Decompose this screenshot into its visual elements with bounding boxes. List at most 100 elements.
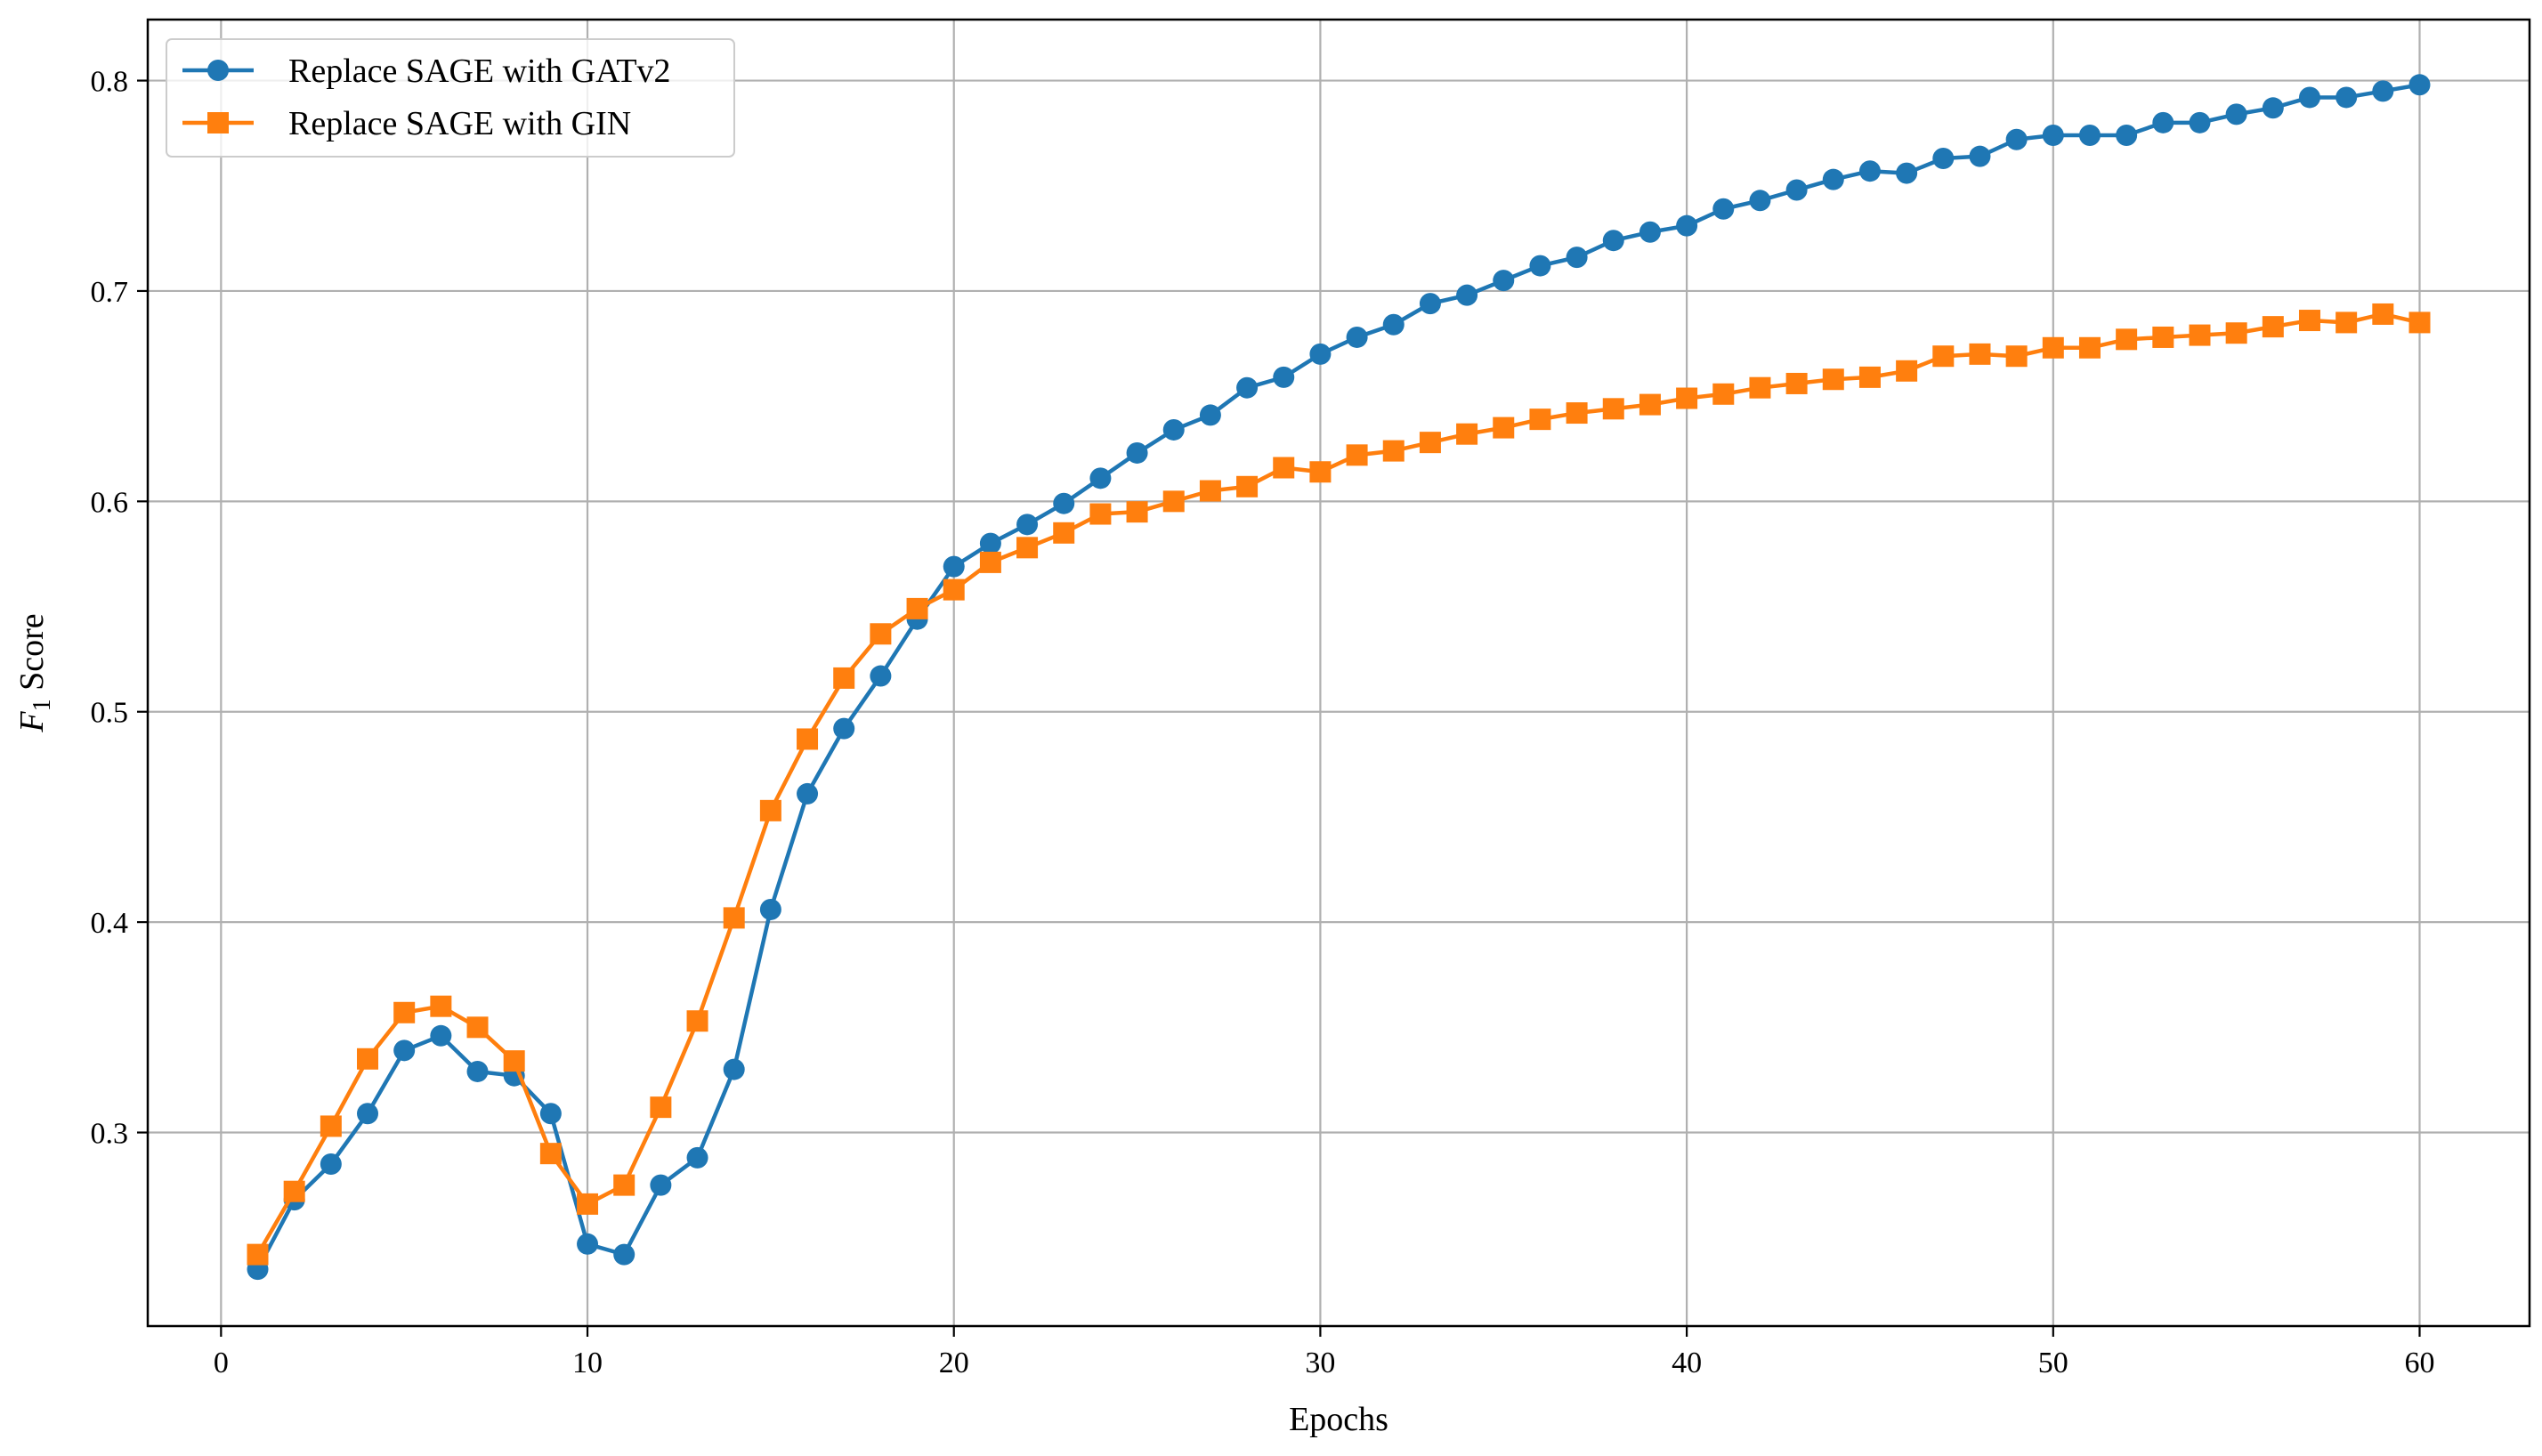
data-point <box>357 1103 379 1125</box>
data-point <box>1419 293 1441 315</box>
data-point <box>1749 376 1771 399</box>
legend-entry-gin: Replace SAGE with GIN <box>182 105 631 142</box>
data-point <box>1236 475 1259 497</box>
data-point <box>2152 326 2174 348</box>
legend-label-gin: Replace SAGE with GIN <box>288 105 631 142</box>
data-point <box>1676 214 1698 237</box>
data-point <box>2262 316 2284 338</box>
data-point <box>539 1103 562 1125</box>
x-tick-label: 0 <box>214 1347 229 1379</box>
data-point <box>1016 537 1039 559</box>
y-tick-label: 0.7 <box>91 276 129 309</box>
data-point <box>797 728 819 750</box>
data-point <box>2042 125 2064 147</box>
data-point <box>1053 522 1075 544</box>
legend-box <box>166 38 735 158</box>
series-line <box>255 311 2420 1256</box>
data-point <box>1602 230 1624 252</box>
data-point <box>759 898 781 920</box>
data-point <box>1419 432 1441 454</box>
data-point <box>2116 328 2138 351</box>
grid-lines <box>148 20 2530 1326</box>
data-point <box>613 1243 636 1266</box>
data-point <box>2372 80 2394 102</box>
data-point <box>1566 247 1588 269</box>
data-point <box>1089 503 1112 525</box>
data-point <box>2372 303 2394 325</box>
data-point <box>577 1233 599 1255</box>
data-point <box>943 555 965 578</box>
data-point <box>1273 457 1295 479</box>
data-point <box>430 995 452 1017</box>
data-point <box>1932 148 1955 170</box>
data-point <box>613 1174 636 1196</box>
data-point <box>320 1115 342 1137</box>
data-point <box>2298 86 2320 109</box>
data-point <box>2078 336 2101 359</box>
data-point <box>833 717 855 740</box>
data-point <box>1273 366 1295 388</box>
data-point <box>393 1001 416 1023</box>
y-tick-label: 0.3 <box>91 1118 129 1151</box>
data-point <box>2408 74 2431 96</box>
x-axis-label: Epochs <box>1289 1401 1388 1438</box>
y-axis-label-suffix: Score <box>13 613 51 699</box>
data-point <box>1969 145 1991 167</box>
series-line <box>255 83 2420 1271</box>
data-point <box>1309 461 1332 483</box>
data-point <box>1493 270 1515 292</box>
data-point <box>1382 440 1405 462</box>
axis-ticks: 0 10 20 30 40 50 60 0.3 0.4 0.5 0.6 0.7 0.8 <box>91 66 2435 1379</box>
data-point <box>1529 408 1551 431</box>
data-point <box>1858 366 1881 388</box>
data-point <box>650 1174 672 1196</box>
data-point <box>650 1096 672 1119</box>
data-point <box>393 1039 416 1062</box>
data-point <box>1089 467 1112 489</box>
x-tick-label: 30 <box>1305 1347 1335 1379</box>
x-tick-label: 10 <box>572 1347 603 1379</box>
x-tick-label: 40 <box>1672 1347 1702 1379</box>
data-point <box>2336 311 2358 334</box>
data-point <box>466 1060 489 1082</box>
y-tick-label: 0.6 <box>91 486 129 519</box>
data-point <box>943 578 965 601</box>
legend-marker-gin <box>207 112 229 133</box>
data-point <box>1493 417 1515 439</box>
y-axis-label-subscript: 1 <box>28 699 56 711</box>
data-point <box>320 1153 342 1175</box>
data-point <box>2005 128 2028 150</box>
data-point <box>430 1024 452 1047</box>
plot-frame <box>146 18 2531 1328</box>
data-point <box>1346 444 1368 466</box>
y-tick-label: 0.5 <box>91 697 129 730</box>
data-point <box>1749 190 1771 212</box>
data-point <box>1639 221 1661 243</box>
data-point <box>577 1193 599 1215</box>
data-point <box>1822 168 1844 190</box>
legend: Replace SAGE with GATv2 Replace SAGE wit… <box>166 38 735 158</box>
data-point <box>1566 402 1588 425</box>
data-point <box>723 907 745 929</box>
data-point <box>1785 179 1808 201</box>
data-point <box>1126 501 1148 523</box>
data-point <box>979 532 1001 554</box>
data-point <box>1236 376 1259 399</box>
x-tick-label: 50 <box>2038 1347 2068 1379</box>
data-point <box>797 782 819 805</box>
data-point <box>1712 383 1735 405</box>
data-point <box>2298 310 2320 332</box>
legend-label-gatv2: Replace SAGE with GATv2 <box>288 53 671 90</box>
data-point <box>2078 125 2101 147</box>
data-point <box>1969 343 1991 365</box>
data-point <box>1199 404 1221 426</box>
data-point <box>723 1058 745 1080</box>
data-point <box>1712 198 1735 220</box>
data-point <box>2152 111 2174 133</box>
data-point <box>2005 345 2028 368</box>
data-point <box>1602 398 1624 420</box>
data-point <box>2042 336 2064 359</box>
y-tick-label: 0.8 <box>91 66 129 99</box>
data-point <box>1199 480 1221 502</box>
data-point <box>1346 326 1368 348</box>
